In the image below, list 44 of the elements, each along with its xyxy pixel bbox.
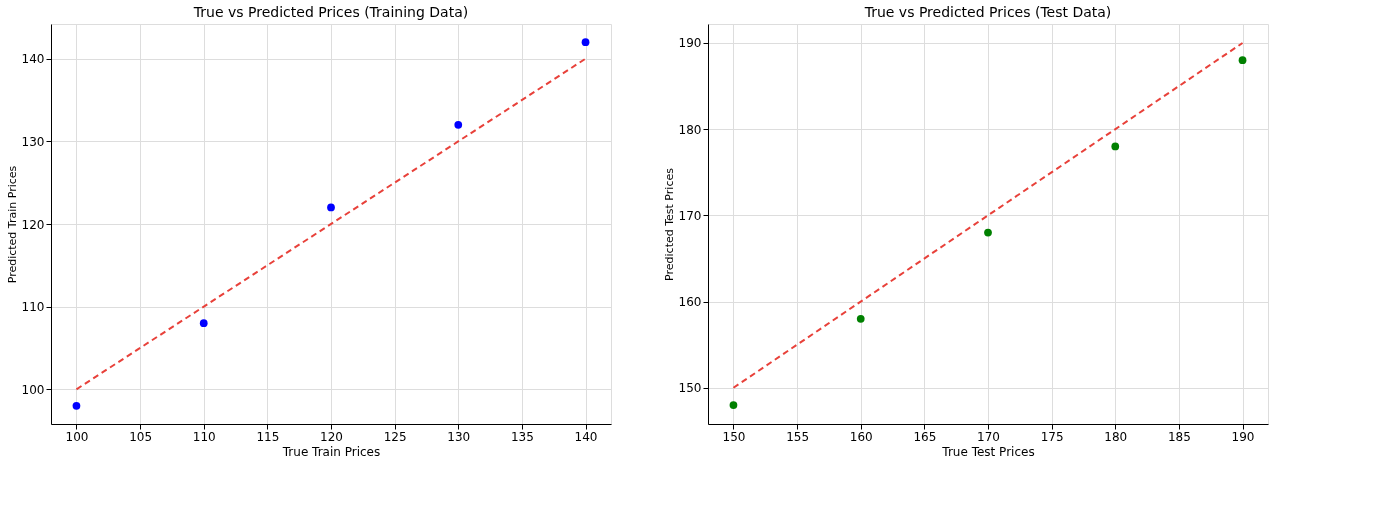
x-tick-label: 160 [849, 429, 873, 444]
point [729, 401, 738, 409]
point [984, 228, 992, 237]
x-tick-label: 125 [383, 429, 407, 444]
x-tick-label: 155 [786, 429, 810, 444]
x-tick-label: 120 [320, 429, 343, 444]
chart-title: True vs Predicted Prices (Test Data) [863, 4, 1112, 20]
x-tick-label: 135 [510, 429, 534, 444]
point [72, 401, 81, 410]
x-tick-label: 180 [1104, 429, 1128, 444]
x-tick-label: 150 [722, 429, 746, 444]
y-tick-label: 130 [21, 134, 45, 149]
y-tick-label: 100 [21, 382, 45, 397]
x-tick-label: 185 [1167, 429, 1191, 444]
y-axis-title: Predicted Train Prices [5, 165, 19, 284]
y-tick-label: 160 [678, 295, 702, 310]
chart-title: True vs Predicted Prices (Training Data) [192, 4, 469, 20]
y-tick-label: 190 [678, 36, 702, 51]
point [454, 120, 463, 129]
x-tick-label: 110 [192, 429, 216, 444]
point [856, 314, 865, 323]
point [327, 203, 335, 212]
point [1111, 142, 1120, 151]
x-tick-label: 190 [1231, 429, 1255, 444]
x-axis-title: True Test Prices [941, 444, 1035, 459]
x-tick-label: 105 [129, 429, 153, 444]
x-tick-label: 130 [447, 429, 471, 444]
x-axis-title: True Train Prices [281, 444, 381, 459]
point [199, 319, 208, 328]
y-tick-label: 140 [21, 52, 45, 67]
y-axis-title: Predicted Test Prices [662, 167, 676, 281]
y-tick-label: 180 [678, 122, 702, 137]
x-tick-label: 170 [977, 429, 1000, 444]
point [1238, 56, 1247, 65]
point [581, 38, 590, 47]
y-tick-label: 120 [21, 217, 45, 232]
x-tick-label: 140 [574, 429, 598, 444]
x-tick-label: 175 [1040, 429, 1064, 444]
y-tick-label: 150 [678, 381, 702, 396]
x-tick-label: 115 [256, 429, 280, 444]
x-tick-label: 100 [65, 429, 89, 444]
y-tick-label: 170 [678, 208, 702, 223]
y-tick-label: 110 [21, 300, 45, 315]
x-tick-label: 165 [913, 429, 937, 444]
